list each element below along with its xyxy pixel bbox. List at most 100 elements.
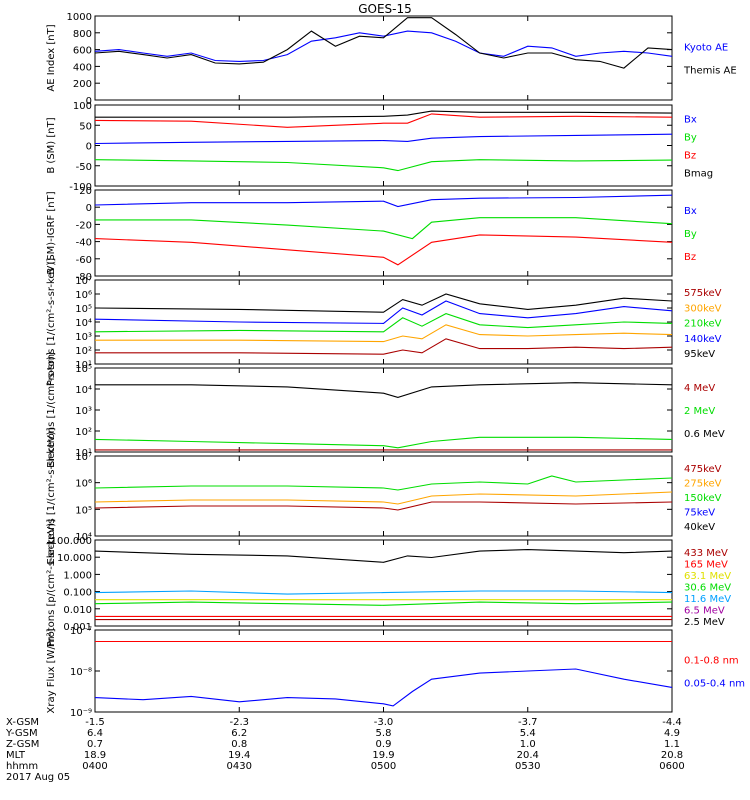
y-axis-label: Protons [p/(cm²-s-sr-keV)] [46,519,57,647]
y-tick-label: 10³ [75,406,92,417]
legend-entry: 2.5 MeV [684,617,725,628]
y-tick-label: 50 [79,121,92,132]
orbit-row-value: -3.7 [518,717,538,728]
panel-frame [94,279,673,365]
legend-entry: Kyoto AE [684,43,728,54]
series-line-575kev [95,338,673,355]
series-line-2-5-mev [94,549,673,563]
orbit-row-value: 5.4 [520,728,536,739]
legend-entry: 4 MeV [684,383,715,394]
legend-entry: 433 MeV [684,548,728,559]
legend-entry: 40keV [684,522,715,533]
series-line-150kev [94,475,673,491]
y-tick-label: 10⁻⁹ [70,708,92,719]
date-label: 2017 Aug 05 [6,772,70,783]
panel-6: 0.001 0.010 0.100 1.000 10.000 100.000Protons… [46,519,731,647]
y-tick-label: 10⁵ [75,505,92,516]
y-tick-label: 10⁴ [75,532,92,543]
orbit-row-label: Z-GSM [6,739,39,750]
legend-entry: Bmag [684,169,713,180]
panel-1: -100 -50 0 50 100 B (SM) [nT] Bx By Bz Bmag [46,101,713,193]
panel-0: 0 200 400 600 800 1000 AE Index [nT] Kyoto AE Th… [46,12,737,107]
y-axis-label: Protons [1/(cm²-s-sr-keV)] [46,258,57,386]
y-tick-label: 10⁵ [75,364,92,375]
panel-3: 10¹ 10² 10³ 10⁴ 10⁵ 10⁶ 10⁷ Protons [1/(cm²-s-s… [46,258,722,386]
series-line-bmag [95,110,673,118]
y-axis-label: AE Index [nT] [46,24,57,91]
series-line-kyoto-ae [94,30,673,62]
legend-entry: 140keV [684,334,722,345]
orbit-row-value: 18.9 [84,750,106,761]
panel-frame [94,367,673,453]
y-tick-label: 10.000 [57,553,92,564]
y-tick-label: 10⁵ [75,304,92,315]
series-line-30-6-mev [94,601,673,606]
y-tick-label: 0 [86,203,92,214]
y-tick-label: 400 [73,62,92,73]
legend-entry: 165 MeV [684,559,728,570]
orbit-row-label: Y-GSM [5,728,38,739]
y-axis-label: Xray Flux [W/m²] [46,628,57,713]
orbit-row-label: MLT [6,750,26,761]
legend-entry: 2 MeV [684,406,715,417]
y-axis-label: B (SM)-IGRF [nT] [46,191,57,274]
y-tick-label: 100.000 [51,536,92,547]
y-tick-label: 10⁴ [75,385,92,396]
series-line-by [94,159,673,172]
legend-entry: 63.1 MeV [684,571,731,582]
y-tick-label: 600 [73,46,92,57]
legend-entry: 95keV [684,349,715,360]
y-tick-label: -50 [76,162,92,173]
series-line-bx [94,133,673,145]
legend-entry: 0.05-0.4 nm [684,679,745,690]
legend-entry: 575keV [684,288,722,299]
legend-entry: Bz [684,252,696,263]
panel-frame [94,15,673,101]
y-tick-label: 0.100 [63,588,92,599]
plot-title: GOES-15 [358,2,412,16]
legend-entry: 11.6 MeV [684,594,731,605]
legend-entry: 210keV [684,319,722,330]
orbit-row-value: -4.4 [662,717,682,728]
y-tick-label: -20 [76,220,92,231]
y-tick-label: 100 [73,101,92,112]
y-tick-label: 10³ [75,332,92,343]
y-tick-label: 0.001 [63,622,92,633]
orbit-row-value: -1.5 [85,717,105,728]
orbit-row-value: 19.4 [228,750,250,761]
series-line-2-mev [94,436,673,449]
series-line-275kev [94,491,673,505]
time-axis: X-GSM -1.5 -2.3 -3.0 -3.7 -4.4 Y-GSM 6.4 6.2 5.8 5… [5,717,685,783]
series-line-bz [94,113,673,128]
orbit-row-value: 0400 [82,761,107,772]
legend-entry: 6.5 MeV [684,605,725,616]
y-tick-label: 1000 [67,12,92,23]
y-tick-label: 10² [75,427,92,438]
series-line-by [95,217,673,240]
panel-5: 10⁴ 10⁵ 10⁶ 10⁷ Electrons [1/(cm²-s-sr-keV)]… [46,427,722,564]
legend-entry: By [684,133,697,144]
series-line-140kev [94,300,673,324]
series-line-0-6-mev [95,382,673,398]
orbit-row-value: 6.2 [231,728,247,739]
y-tick-label: 10⁻⁷ [70,626,92,637]
orbit-row-value: -2.3 [229,717,249,728]
y-axis-label: Electrons [1/(cm²-s-sr)] [46,352,57,468]
y-tick-label: 800 [73,29,92,40]
y-tick-label: 10⁷ [75,276,92,287]
orbit-row-value: -3.0 [374,717,394,728]
orbit-row-value: 0430 [227,761,252,772]
y-tick-label: 10² [75,346,92,357]
y-tick-label: 10⁴ [75,318,92,329]
y-tick-label: 10⁶ [75,290,92,301]
y-tick-label: 10⁷ [75,452,92,463]
panel-4: 10¹ 10² 10³ 10⁴ 10⁵ Electrons [1/(cm²-s-sr)] 4… [46,352,725,468]
legend-entry: Themis AE [683,66,737,77]
orbit-row-value: 0500 [371,761,396,772]
orbit-row-value: 5.8 [376,728,392,739]
orbit-row-value: 19.9 [372,750,394,761]
orbit-row-label: X-GSM [6,717,39,728]
legend-entry: Bz [684,151,696,162]
